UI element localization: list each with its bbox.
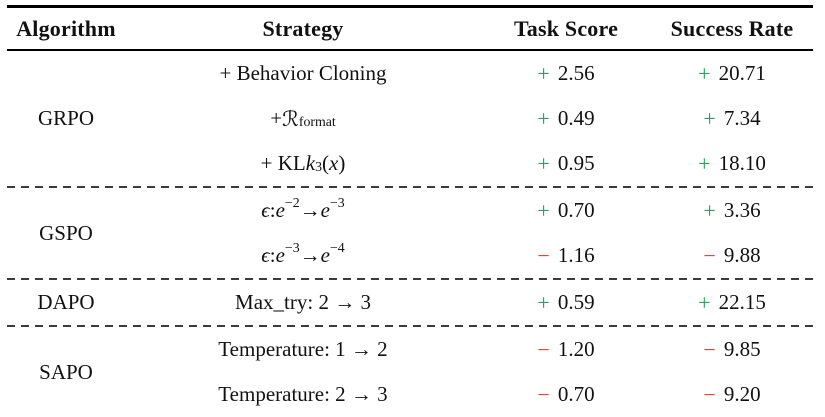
algorithm-label: DAPO (37, 290, 95, 314)
plus-sign: + (537, 150, 550, 176)
success-delta-value: 3.36 (723, 198, 761, 222)
column-header-algorithm: Algorithm (16, 15, 116, 41)
success-delta-value: 9.85 (723, 337, 761, 361)
table-header-row: Algorithm Strategy Task Score Success Ra… (7, 8, 813, 49)
algorithm-label: GSPO (39, 220, 93, 245)
success-delta-value: 20.71 (718, 61, 766, 85)
minus-sign: − (537, 381, 550, 407)
success-score-cell: +3.36 (651, 188, 813, 233)
strategy-cell: Temperature: 1 → 2 (218, 337, 388, 361)
strategy-cell: ϵ : e −2 → e −3 (261, 194, 345, 222)
success-delta-value: 18.10 (718, 151, 766, 175)
plus-sign: + (537, 60, 550, 86)
task-delta-value: 0.49 (557, 106, 595, 130)
task-score-cell: +0.70 (481, 188, 651, 233)
strategy-cell: + Behavior Cloning (219, 61, 387, 85)
group-separator (7, 278, 813, 280)
results-table: Algorithm Strategy Task Score Success Ra… (7, 5, 813, 417)
task-delta-value: 1.20 (557, 337, 595, 361)
plus-sign: + (537, 197, 550, 223)
task-score-cell: +0.49 (481, 96, 651, 141)
strategy-cell: + KL k 3(x) (260, 151, 346, 175)
success-score-cell: +22.15 (651, 280, 813, 325)
plus-sign: + (698, 60, 711, 86)
success-score-cell: +20.71 (651, 51, 813, 96)
plus-sign: + (698, 289, 711, 315)
minus-sign: − (537, 336, 550, 362)
group-separator (7, 325, 813, 327)
algorithm-group-dapo: DAPO Max_try: 2 → 3 +0.59 +22.15 (7, 280, 813, 325)
success-score-cell: −9.88 (651, 233, 813, 278)
task-delta-value: 1.16 (557, 243, 595, 267)
task-score-cell: −1.20 (481, 327, 651, 372)
algorithm-group-sapo: SAPO Temperature: 1 → 2−1.20−9.85 Temperat… (7, 327, 813, 417)
success-delta-value: 22.15 (718, 290, 766, 314)
task-delta-value: 0.95 (557, 151, 595, 175)
column-header-success-rate: Success Rate (670, 15, 794, 41)
task-delta-value: 2.56 (557, 61, 595, 85)
success-score-cell: +18.10 (651, 141, 813, 186)
success-score-cell: −9.20 (651, 372, 813, 417)
plus-sign: + (537, 289, 550, 315)
success-delta-value: 9.88 (723, 243, 761, 267)
top-rule (7, 5, 813, 8)
task-delta-value: 0.70 (557, 198, 595, 222)
column-header-strategy: Strategy (262, 15, 344, 41)
success-delta-value: 9.20 (723, 382, 761, 406)
strategy-cell: Temperature: 2 → 3 (218, 382, 388, 406)
algorithm-label: SAPO (39, 359, 93, 384)
header-rule (7, 49, 813, 51)
algorithm-group-gspo: GSPO ϵ : e −2 → e −3 +0.70 +3.36 ϵ : e −3 → e −4… (7, 188, 813, 278)
minus-sign: − (537, 242, 550, 268)
strategy-cell: Max_try: 2 → 3 (235, 290, 371, 314)
task-score-cell: +2.56 (481, 51, 651, 96)
column-header-task-score: Task Score (513, 15, 619, 41)
task-score-cell: +0.95 (481, 141, 651, 186)
plus-sign: + (698, 150, 711, 176)
task-delta-value: 0.70 (557, 382, 595, 406)
task-score-cell: −0.70 (481, 372, 651, 417)
minus-sign: − (703, 381, 716, 407)
plus-sign: + (703, 197, 716, 223)
group-separator (7, 186, 813, 188)
strategy-cell: ϵ : e −3 → e −4 (261, 239, 345, 267)
success-score-cell: +7.34 (651, 96, 813, 141)
task-delta-value: 0.59 (557, 290, 595, 314)
minus-sign: − (703, 336, 716, 362)
success-score-cell: −9.85 (651, 327, 813, 372)
algorithm-label: GRPO (37, 106, 95, 130)
success-delta-value: 7.34 (723, 106, 761, 130)
plus-sign: + (703, 105, 716, 131)
task-score-cell: +0.59 (481, 280, 651, 325)
minus-sign: − (703, 242, 716, 268)
plus-sign: + (537, 105, 550, 131)
task-score-cell: −1.16 (481, 233, 651, 278)
